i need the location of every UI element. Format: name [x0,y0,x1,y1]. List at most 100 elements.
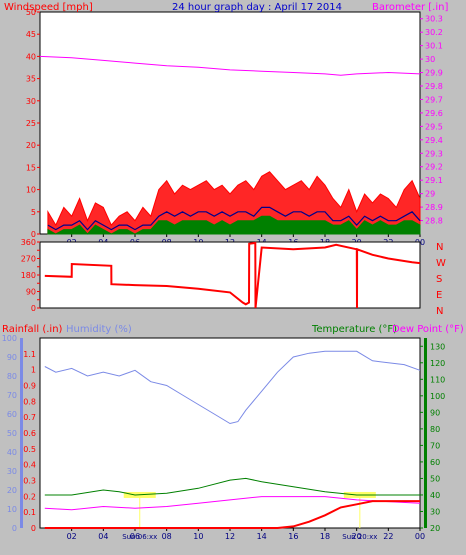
tick-label: 30.1 [425,42,443,51]
wind-y-axis: 0 5 10 15 20 25 30 35 40 45 50 [26,8,40,239]
humidity-tick-label: 0 [12,524,17,533]
humidity-axis-title: Humidity (%) [66,324,132,335]
tick-label: 29.7 [425,95,443,104]
temperature-y-axis: 20 30 40 50 60 70 80 90 100 110 120 130 [420,338,445,533]
humidity-tick-label: 40 [7,448,17,457]
direction-series [44,241,421,309]
direction-y-axis: 0 90 180 270 360 [21,238,40,313]
tick-label: 30 [425,55,435,64]
tick-label: 29.4 [425,136,443,145]
tick-label: 0 [31,304,36,313]
x-tick-label: 08 [162,532,172,541]
x-tick-label: 10 [193,532,203,541]
tick-label: 28.9 [425,203,443,212]
x-axis-bottom: 02 04 06 08 10 12 14 16 18 20 22 00 [67,528,425,541]
rain-tick-label: 1.1 [23,350,36,359]
x-tick-label: 04 [98,532,108,541]
tick-label: 80 [430,425,440,434]
chart-title: 24 hour graph day : April 17 2014 [172,2,342,13]
wind-gust-area [47,171,421,235]
wind-speed-area [47,215,421,235]
wind-direction-line [44,241,421,309]
rain-tick-label: 0.6 [23,429,36,438]
tick-label: 110 [430,375,445,384]
rain-tick-label: 0.9 [23,382,36,391]
humidity-tick-label: 20 [7,486,17,495]
tick-label: 15 [26,163,36,172]
tick-label: 35 [26,75,36,84]
compass-label: W [436,258,446,269]
rain-tick-label: 0.7 [23,413,36,422]
tick-label: 25 [26,119,36,128]
tick-label: 100 [430,392,445,401]
tick-label: 130 [430,342,445,351]
temperature-axis-title: Temperature (°F) [311,324,397,335]
tick-label: 360 [21,238,36,247]
x-tick-label: 20 [352,532,362,541]
tick-label: 29.6 [425,109,443,118]
humidity-tick-label: 70 [7,391,17,400]
compass-label: N [436,242,443,253]
compass-label: E [436,290,442,301]
tick-label: 30 [430,507,440,516]
rain-tick-label: 0.3 [23,477,36,486]
tick-label: 90 [26,288,36,297]
compass-label: N [436,306,443,317]
tick-label: 5 [31,208,36,217]
tick-label: 29.9 [425,69,443,78]
tick-label: 30.3 [425,15,443,24]
x-tick-label: 16 [288,532,298,541]
temperature-axis-bar [424,338,427,528]
rain-tick-label: 0.2 [23,492,36,501]
humidity-tick-label: 10 [7,505,17,514]
humidity-tick-label: 100 [2,334,17,343]
humidity-tick-label: 30 [7,467,17,476]
rainfall-line [44,500,420,529]
tick-label: 45 [26,30,36,39]
tick-label: 30.2 [425,28,443,37]
wind-average-line [47,206,421,231]
tick-label: 40 [430,491,440,500]
weather-series: Sun 06:xx Sun 20:xx [44,350,421,541]
rain-tick-label: 0 [31,524,36,533]
tick-label: 20 [26,141,36,150]
tick-label: 29.8 [425,82,443,91]
x-tick-label: 22 [383,532,393,541]
dewpoint-axis-title: Dew Point (°F) [392,324,464,335]
tick-label: 90 [430,408,440,417]
humidity-axis-bar [20,338,23,528]
tick-label: 50 [26,8,36,17]
temperature-line [44,477,420,496]
rain-tick-label: 0.5 [23,445,36,454]
rainfall-axis-title: Rainfall (.in) [2,324,63,335]
humidity-tick-label: 60 [7,410,17,419]
x-tick-label: 14 [257,532,267,541]
tick-label: 40 [26,52,36,61]
rain-tick-label: 0.1 [23,508,36,517]
barometer-line [39,55,421,76]
tick-label: 70 [430,441,440,450]
rain-tick-label: 0.8 [23,397,36,406]
tick-label: 50 [430,474,440,483]
humidity-line [44,350,421,425]
humidity-tick-label: 90 [7,353,17,362]
x-tick-label: 18 [320,532,330,541]
x-tick-label: 06 [130,532,140,541]
tick-label: 20 [430,524,440,533]
tick-label: 29 [425,190,435,199]
tick-label: 270 [21,255,36,264]
tick-label: 29.2 [425,163,443,172]
tick-label: 10 [26,186,36,195]
sun-label: Sun 20:xx [342,533,377,541]
humidity-tick-label: 80 [7,372,17,381]
rain-tick-label: 0.4 [23,461,36,470]
x-tick-label: 00 [415,532,425,541]
compass-label: S [436,274,442,285]
tick-label: 29.5 [425,122,443,131]
rainfall-y-axis: 0 0.1 0.2 0.3 0.4 0.5 0.6 0.7 0.8 0.9 1 1.1 [23,350,36,533]
wind-axis-title: Windspeed [mph] [4,2,93,13]
tick-label: 0 [31,230,36,239]
tick-label: 120 [430,359,445,368]
humidity-tick-label: 50 [7,429,17,438]
